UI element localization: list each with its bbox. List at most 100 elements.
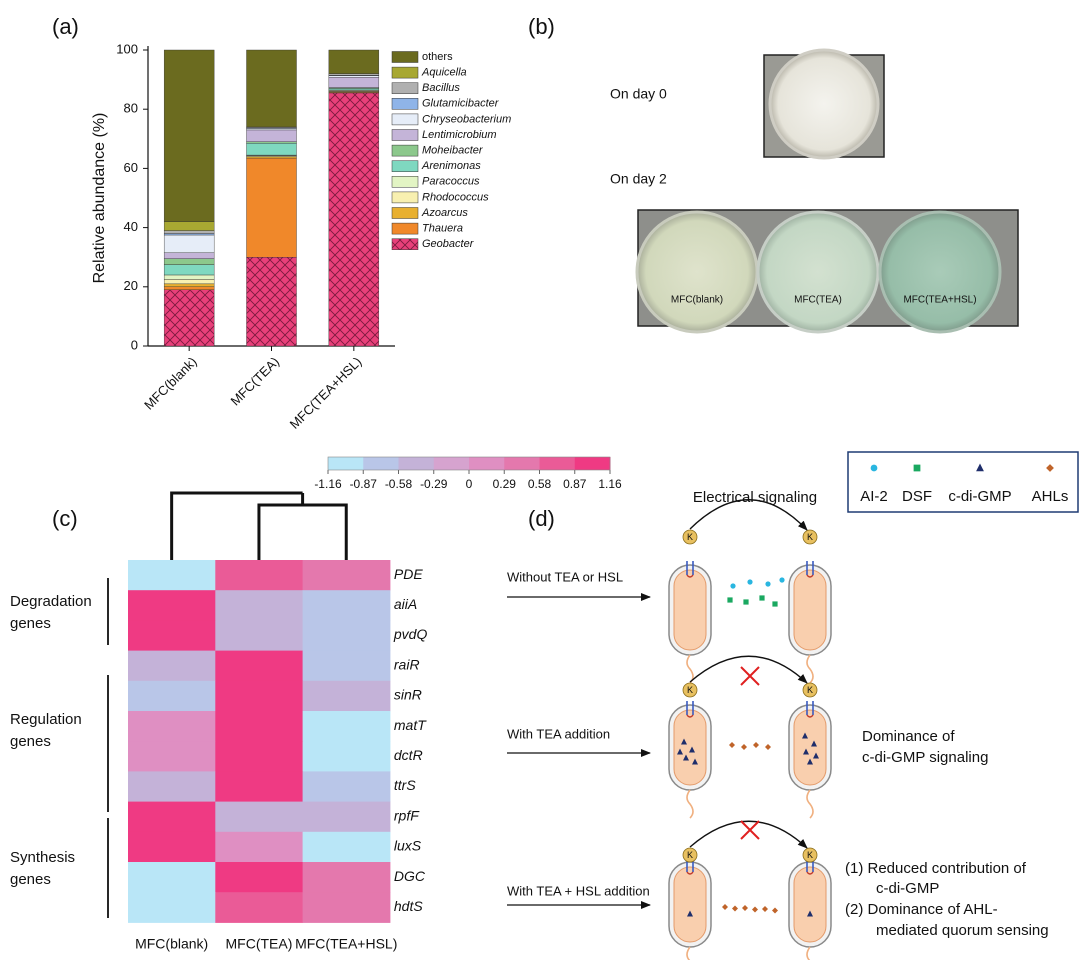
colorbar-segment [398, 457, 435, 470]
heatmap-cell [302, 620, 391, 652]
bar-segment [163, 252, 215, 259]
heatmap-cell [302, 680, 391, 712]
signal-arc [689, 655, 808, 684]
heatmap-cell [215, 650, 304, 682]
ion-label: K [687, 850, 693, 860]
heatmap-cell [302, 650, 391, 682]
channel-core [686, 871, 694, 875]
ahl-molecule [753, 742, 759, 748]
heatmap-cell [215, 771, 304, 803]
legend-label: Arenimonas [421, 160, 481, 172]
heatmap-cell [302, 711, 391, 742]
bar-segment [163, 264, 215, 276]
heatmap-cell [302, 862, 391, 893]
group-label: Regulation [10, 711, 82, 728]
legend-label: DSF [902, 488, 932, 505]
cytoplasm [673, 866, 707, 943]
bar-segment [163, 233, 215, 236]
ai2-molecule [870, 464, 878, 472]
ion-label: K [687, 532, 693, 542]
dendrogram [170, 491, 348, 560]
panel-label: (d) [528, 506, 555, 531]
x-tick-label: MFC(blank) [141, 354, 200, 413]
legend-label: others [422, 51, 453, 63]
ahl-molecule [1046, 464, 1054, 472]
heatmap-cell [128, 680, 216, 712]
flagellum [686, 946, 691, 960]
heatmap-cell [128, 560, 216, 591]
colorbar-tick-label: 0.87 [563, 477, 587, 491]
heatmap-cell [302, 771, 391, 803]
row-label: ttrS [394, 777, 416, 793]
heatmap-cell [128, 771, 216, 803]
heatmap-cell [215, 892, 304, 923]
colorbar-segment [504, 457, 540, 470]
bar-segment [328, 77, 380, 88]
bar-segment [163, 258, 215, 265]
bar-segment [328, 88, 380, 91]
legend-swatch [391, 238, 419, 250]
group-label: genes [10, 733, 51, 750]
cdigmp-molecule [811, 740, 817, 747]
electrical-label: Electrical signaling [693, 489, 817, 506]
y-tick-label: 40 [124, 219, 138, 234]
ion-label: K [687, 685, 693, 695]
dsf-molecule [913, 464, 921, 472]
heatmap-cell [215, 590, 304, 621]
bar-segment [163, 283, 215, 287]
bar-segment [246, 257, 297, 347]
dish-label: MFC(blank) [671, 295, 723, 306]
cytoplasm [793, 709, 827, 786]
column-label: MFC(blank) [135, 936, 208, 952]
heatmap-cell [302, 892, 391, 923]
blocked-mark [740, 666, 760, 686]
column-label: MFC(TEA) [226, 936, 293, 952]
ahl-molecule [729, 742, 735, 748]
heatmap-cell [215, 862, 304, 893]
channel-core [806, 714, 814, 718]
bar-segment [246, 141, 297, 144]
condition-label: With TEA + HSL addition [507, 883, 650, 898]
condition-label: Without TEA or HSL [507, 569, 623, 584]
day-label: On day 0 [610, 86, 667, 102]
cytoplasm [793, 569, 827, 651]
cdigmp-molecule [813, 752, 819, 759]
legend-swatch [391, 207, 419, 219]
panel-label: (b) [528, 14, 555, 39]
colorbar-tick-label: 0.29 [493, 477, 517, 491]
flagellum [686, 789, 694, 819]
heatmap-cell [128, 650, 216, 682]
channel-core [686, 714, 694, 718]
bar-segment [246, 129, 297, 142]
petri-dish [756, 210, 880, 334]
heatmap-cell [302, 741, 391, 772]
condition-note: c-di-GMP [876, 880, 939, 897]
legend-box [847, 451, 1079, 513]
cdigmp-molecule [802, 732, 808, 739]
y-tick-label: 20 [124, 278, 138, 293]
colorbar-tick-label: -0.29 [420, 477, 448, 491]
condition-note: (2) Dominance of AHL- [845, 901, 998, 918]
y-axis-title: Relative abundance (%) [91, 113, 108, 284]
petri-dish [635, 210, 759, 334]
legend-label: Paracoccus [422, 176, 480, 188]
colorbar-segment [433, 457, 470, 470]
channel [686, 701, 694, 715]
bar-segment [163, 286, 215, 290]
legend-swatch [391, 160, 419, 172]
colorbar-tick-label: -0.58 [385, 477, 413, 491]
colorbar-segment [363, 457, 399, 470]
legend-label: c-di-GMP [948, 488, 1011, 505]
panel-label: (a) [52, 14, 79, 39]
ai2-molecule [730, 583, 736, 589]
heatmap-cell [128, 801, 216, 833]
heatmap-cell [215, 620, 304, 652]
legend-label: Chryseobacterium [422, 113, 511, 125]
row-label: sinR [394, 687, 422, 703]
heatmap-cell [215, 711, 304, 742]
bar-segment [163, 234, 215, 253]
cdigmp-molecule [677, 748, 683, 755]
heatmap-cell [302, 801, 391, 833]
bar-segment [328, 49, 380, 74]
y-tick-label: 0 [131, 337, 138, 352]
